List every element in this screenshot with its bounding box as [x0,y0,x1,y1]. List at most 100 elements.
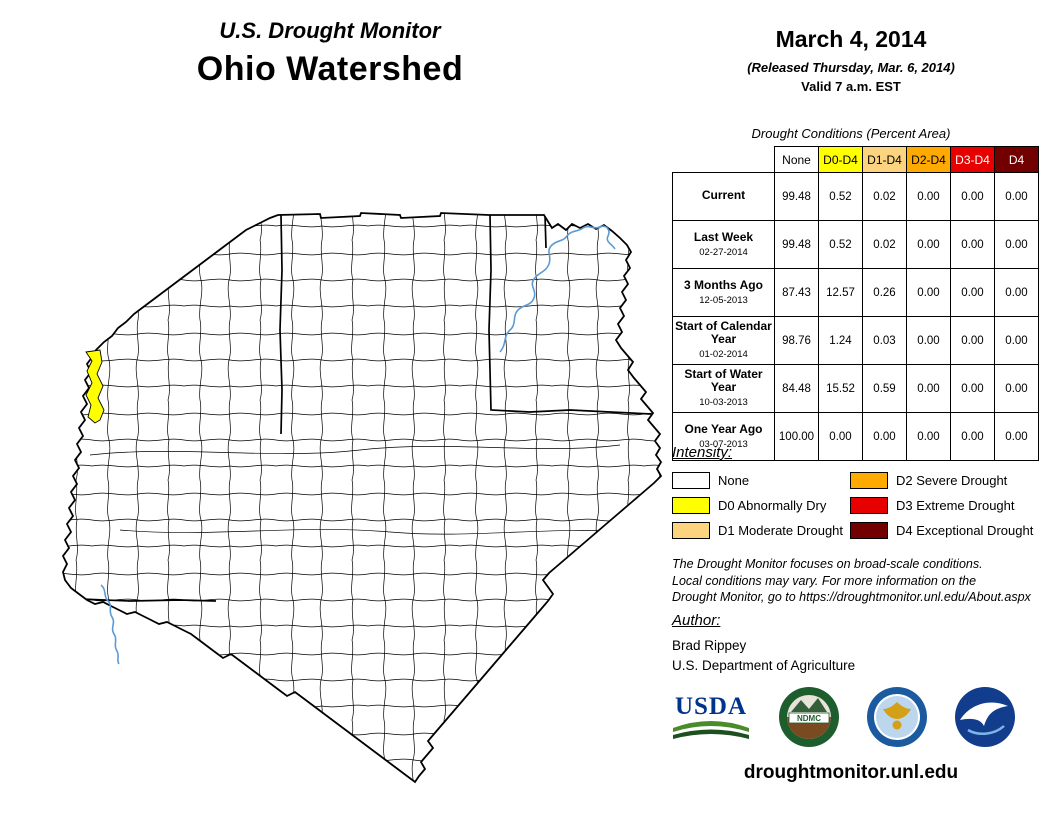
table-cell: 0.00 [994,220,1039,269]
table-cell: 0.00 [906,364,951,413]
table-cell: 98.76 [774,316,819,365]
legend-swatch-d1 [672,522,710,539]
title-block: U.S. Drought Monitor Ohio Watershed [80,18,580,89]
row-label: Current [672,172,775,221]
legend-label: D4 Exceptional Drought [896,523,1034,538]
footer-url: droughtmonitor.unl.edu [743,762,959,783]
valid-time: Valid 7 a.m. EST [801,79,901,94]
date-block: March 4, 2014 (Released Thursday, Mar. 6… [672,26,1030,94]
report-date: March 4, 2014 [775,26,927,52]
author-name: Brad Rippey [672,638,747,653]
table-row: Start of Calendar Year 01-02-2014 98.76 … [672,316,1039,365]
table-cell: 1.24 [818,316,863,365]
usda-wordmark: USDA [674,692,748,720]
table-cell: 99.48 [774,220,819,269]
table-row: Current 99.48 0.52 0.02 0.00 0.00 0.00 [672,172,1039,221]
legend-swatch-d2 [850,472,888,489]
d0-area-patch [85,349,105,424]
table-cell: 0.00 [950,412,995,461]
table-corner-cell [672,146,775,173]
row-label-date: 12-05-2013 [699,294,748,306]
row-label-date: 01-02-2014 [699,349,748,360]
legend-label: D0 Abnormally Dry [718,498,827,513]
ndmc-wordmark: NDMC [797,714,821,723]
row-label-date: 10-03-2013 [699,397,748,408]
legend-swatch-none [672,472,710,489]
table-cell: 0.00 [950,364,995,413]
author-block: Author: Brad Rippey U.S. Department of A… [672,612,855,673]
table-cell: 100.00 [774,412,819,461]
table-title: Drought Conditions (Percent Area) [751,126,951,141]
row-label: 3 Months Ago 12-05-2013 [672,268,775,317]
row-label: Start of Calendar Year 01-02-2014 [672,316,775,365]
author-organization: U.S. Department of Agriculture [672,658,856,673]
table-cell: 0.59 [862,364,907,413]
table-cell: 0.00 [818,412,863,461]
table-cell: 0.52 [818,172,863,221]
row-label-text: Current [701,188,746,202]
county-lines-detail [89,444,631,535]
row-label-text: 3 Months Ago [684,277,763,292]
legend-swatch-d3 [850,497,888,514]
table-row: 3 Months Ago 12-05-2013 87.43 12.57 0.26… [672,268,1039,317]
author-heading: Author: [672,612,721,629]
table-cell: 99.48 [774,172,819,221]
table-cell: 84.48 [774,364,819,413]
table-cell: 87.43 [774,268,819,317]
report-title: U.S. Drought Monitor [219,18,441,43]
table-row: One Year Ago 03-07-2013 100.00 0.00 0.00… [672,412,1039,461]
table-cell: 0.03 [862,316,907,365]
table-cell: 0.00 [906,268,951,317]
table-row: Last Week 02-27-2014 99.48 0.52 0.02 0.0… [672,220,1039,269]
legend-label: D3 Extreme Drought [896,498,1015,513]
row-label: One Year Ago 03-07-2013 [672,412,775,461]
table-cell: 0.00 [906,316,951,365]
column-header-d2-d4: D2-D4 [906,146,951,173]
row-label-text: One Year Ago [684,421,763,436]
intensity-legend: Intensity: None D0 Abnormally Dry D1 Mod… [672,444,1033,543]
river-line-northeast [499,225,616,353]
watershed-outline [61,212,663,784]
table-cell: 0.26 [862,268,907,317]
legend-swatch-d4 [850,522,888,539]
table-cell: 15.52 [818,364,863,413]
table-cell: 0.00 [950,220,995,269]
legend-item-d4: D4 Exceptional Drought [850,518,1033,543]
table-cell: 0.00 [994,364,1039,413]
table-cell: 0.52 [818,220,863,269]
legend-title: Intensity: [672,444,733,461]
row-label: Start of Water Year 10-03-2013 [672,364,775,413]
disclaimer-line: Drought Monitor, go to https://droughtmo… [672,590,1031,604]
row-label: Last Week 02-27-2014 [672,220,775,269]
table-header-row: None D0-D4 D1-D4 D2-D4 D3-D4 D4 [672,146,1039,173]
table-cell: 0.00 [950,268,995,317]
table-cell: 0.02 [862,220,907,269]
usda-logo: USDA [670,694,752,741]
legend-item-d3: D3 Extreme Drought [850,493,1033,518]
table-cell: 0.00 [994,316,1039,365]
table-cell: 0.02 [862,172,907,221]
table-cell: 0.00 [862,412,907,461]
row-label-text: Start of Water Year [684,367,763,394]
region-title: Ohio Watershed [196,50,464,88]
table-cell: 0.00 [906,172,951,221]
table-cell: 0.00 [950,316,995,365]
noaa-logo [955,687,1015,747]
column-header-d1-d4: D1-D4 [862,146,907,173]
legend-item-d2: D2 Severe Drought [850,468,1033,493]
disclaimer: The Drought Monitor focuses on broad-sca… [672,556,1052,606]
legend-label: None [718,473,750,488]
table-cell: 12.57 [818,268,863,317]
column-header-d4: D4 [994,146,1039,173]
table-cell: 0.00 [906,220,951,269]
column-header-d3-d4: D3-D4 [950,146,995,173]
doc-logo [867,687,927,747]
drought-conditions-table: None D0-D4 D1-D4 D2-D4 D3-D4 D4 Current … [672,146,1039,461]
legend-item-none: None [672,468,850,493]
column-header-d0-d4: D0-D4 [818,146,863,173]
disclaimer-line: The Drought Monitor focuses on broad-sca… [672,557,983,571]
row-label-text: Last Week [693,229,754,244]
legend-grid: None D0 Abnormally Dry D1 Moderate Droug… [672,468,1033,543]
